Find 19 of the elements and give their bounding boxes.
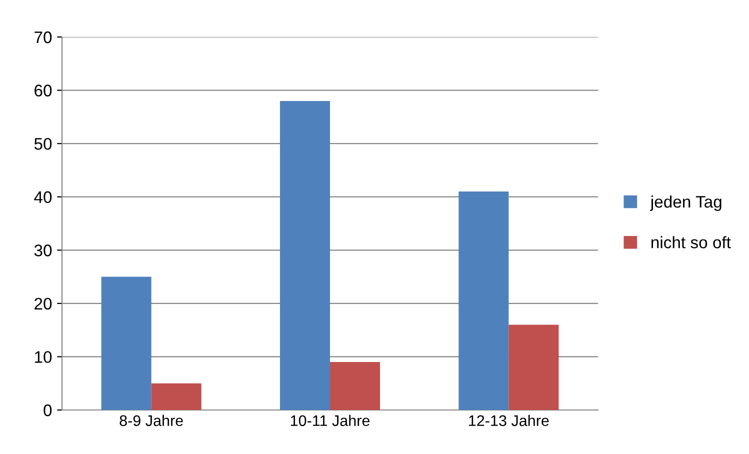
legend-label: jeden Tag xyxy=(650,195,722,211)
bar xyxy=(151,383,202,410)
bar xyxy=(280,100,330,410)
y-tick-label: 10 xyxy=(35,351,52,363)
y-tick-label: 70 xyxy=(34,31,52,44)
bar xyxy=(101,276,152,410)
y-tick-label: 0 xyxy=(44,404,52,416)
legend-label: nicht so oft xyxy=(651,236,731,248)
bar xyxy=(458,192,509,410)
y-tick-label: 40 xyxy=(34,191,52,204)
x-tick-label: 12-13 Jahre xyxy=(469,414,549,426)
bar xyxy=(330,362,380,410)
y-tick-label: 20 xyxy=(34,298,52,310)
y-tick-label: 60 xyxy=(34,84,52,96)
x-tick-label: 10-11 Jahre xyxy=(290,414,370,426)
bar xyxy=(508,324,559,410)
y-tick-label: 30 xyxy=(34,244,52,256)
y-tick-label: 50 xyxy=(34,138,52,150)
x-tick-label: 8-9 Jahre xyxy=(120,414,183,426)
